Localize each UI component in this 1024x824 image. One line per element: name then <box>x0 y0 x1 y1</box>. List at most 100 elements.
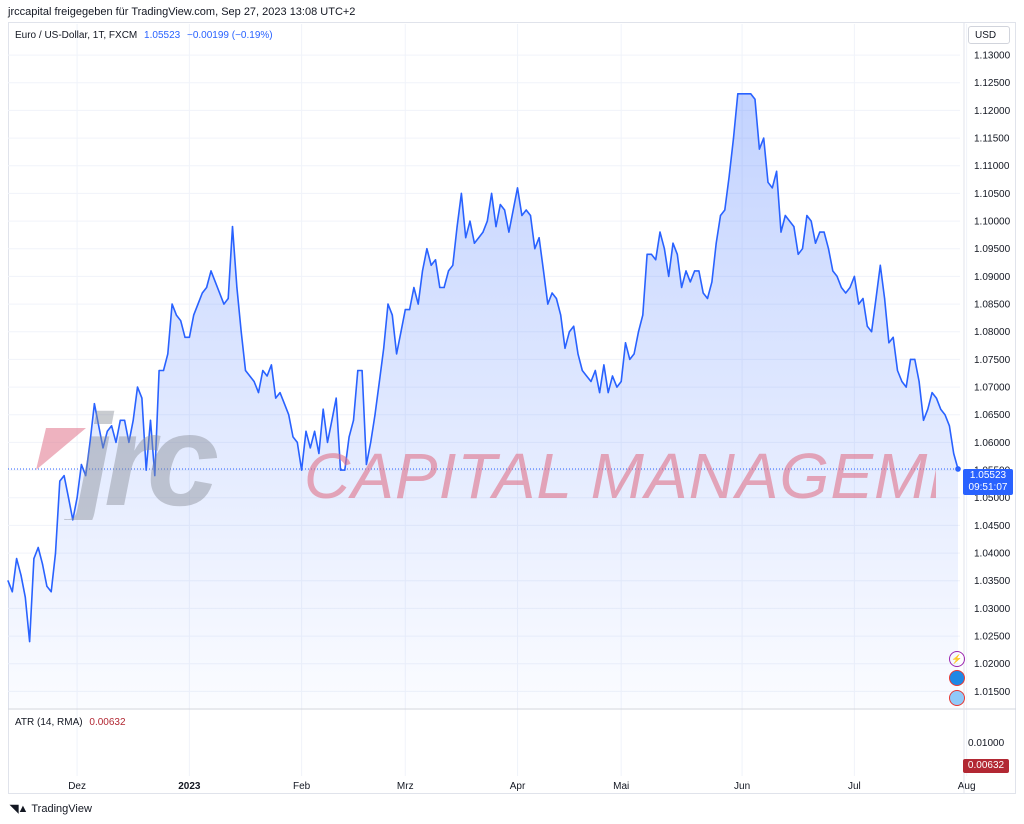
price-point <box>210 270 212 272</box>
price-point <box>33 558 35 560</box>
price-point <box>516 187 519 189</box>
price-point <box>931 392 933 394</box>
price-point <box>357 369 359 372</box>
price-point <box>862 297 864 300</box>
price-point <box>832 270 834 272</box>
price-point <box>335 397 337 399</box>
price-point <box>318 452 320 455</box>
price-point <box>383 347 385 349</box>
price-point <box>219 292 221 294</box>
price-point <box>175 314 177 316</box>
price-change: −0.00199 (−0.19%) <box>186 30 273 41</box>
us-flag-icon[interactable] <box>949 690 965 706</box>
price-point <box>719 214 722 217</box>
price-point <box>611 375 614 377</box>
price-point <box>616 386 618 388</box>
price-point <box>85 475 87 477</box>
price-point <box>750 93 752 95</box>
price-point <box>460 192 462 194</box>
price-point <box>11 591 13 593</box>
price-point <box>206 286 208 289</box>
chart-frame <box>8 22 1016 794</box>
price-point <box>607 392 609 394</box>
price-point <box>378 380 380 383</box>
price-point <box>145 469 147 471</box>
price-point <box>193 314 195 316</box>
price-point <box>296 441 298 443</box>
price-point <box>439 286 441 289</box>
price-point <box>737 93 739 95</box>
price-point <box>793 226 795 228</box>
price-point <box>676 253 678 255</box>
last-price-tag: 1.05523 09:51:07 <box>963 469 1013 495</box>
price-point <box>953 452 955 455</box>
currency-button[interactable]: USD <box>968 26 1010 44</box>
price-point <box>128 441 130 443</box>
price-point <box>741 93 743 95</box>
lightning-icon[interactable]: ⚡ <box>949 651 965 667</box>
x-tick-label: Mrz <box>397 781 414 792</box>
price-point <box>771 187 773 189</box>
price-point <box>149 419 152 421</box>
price-point <box>201 292 203 294</box>
y-tick-label: 1.10000 <box>974 217 1011 228</box>
price-point <box>227 297 229 300</box>
price-point <box>370 441 372 443</box>
y-tick-label: 1.02000 <box>974 659 1011 670</box>
price-point <box>400 331 402 333</box>
price-point <box>745 93 748 95</box>
price-point <box>840 286 843 289</box>
price-point <box>685 270 687 272</box>
price-point <box>646 253 648 255</box>
price-point <box>404 309 406 311</box>
price-point <box>244 369 247 372</box>
price-point <box>711 281 713 283</box>
price-point <box>819 231 821 233</box>
x-tick-label: Jul <box>848 781 861 792</box>
price-point <box>257 392 260 394</box>
price-point <box>927 408 929 410</box>
price-point <box>892 336 894 338</box>
price-point <box>525 209 527 211</box>
atr-value: 0.00632 <box>89 717 126 728</box>
symbol-legend[interactable]: Euro / US-Dollar, 1T, FXCM 1.05523 −0.00… <box>15 30 273 41</box>
price-point <box>901 380 903 383</box>
price-point <box>754 98 756 100</box>
price-point <box>119 419 121 421</box>
price-point <box>29 641 31 643</box>
price-point <box>292 436 294 438</box>
price-point <box>944 414 946 416</box>
price-point <box>702 292 704 294</box>
price-point <box>888 342 890 344</box>
price-point <box>93 403 95 405</box>
price-point <box>784 214 786 217</box>
price-point <box>529 214 532 217</box>
price-point <box>288 414 290 416</box>
price-point <box>789 220 791 222</box>
price-point <box>283 403 285 405</box>
eu-flag-icon[interactable] <box>949 670 965 686</box>
price-point <box>80 463 82 466</box>
price-point <box>823 231 825 233</box>
price-point <box>478 237 480 239</box>
price-point <box>909 358 912 360</box>
price-point <box>672 242 674 244</box>
tradingview-logo[interactable]: ◥▲ TradingView <box>10 802 92 816</box>
price-point <box>322 408 324 410</box>
price-point <box>344 469 346 471</box>
price-point <box>365 463 367 466</box>
price-point <box>724 209 726 211</box>
y-tick-label: 1.11500 <box>974 134 1010 145</box>
price-point <box>590 380 592 383</box>
price-point <box>197 303 199 305</box>
price-point <box>443 286 445 289</box>
price-point <box>67 497 70 499</box>
price-point <box>586 375 588 377</box>
symbol-label: Euro / US-Dollar, 1T, FXCM <box>15 30 138 41</box>
price-point <box>413 286 415 289</box>
share-header: jrccapital freigegeben für TradingView.c… <box>8 6 356 18</box>
price-point <box>46 585 48 587</box>
atr-legend[interactable]: ATR (14, RMA) 0.00632 <box>15 717 126 728</box>
x-tick-label: Aug <box>958 781 976 792</box>
